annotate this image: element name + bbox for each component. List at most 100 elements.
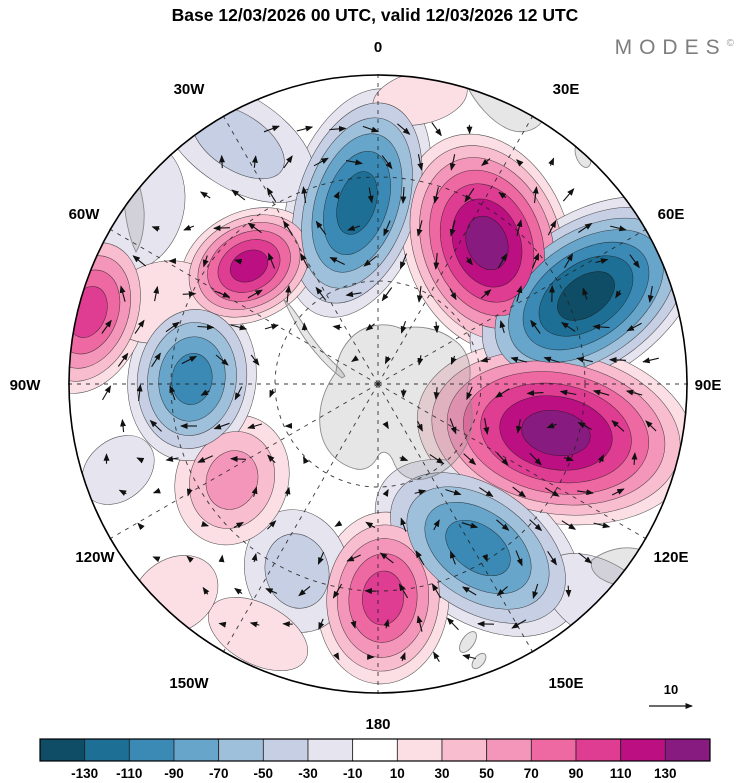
colorbar-tick-label: 10 [390,766,405,781]
wind-vector-arrow [202,586,210,595]
wind-vector-arrow [347,225,361,231]
wind-vector-arrow [449,418,457,435]
wind-vector-arrow [152,487,161,494]
wind-vector-arrow [629,254,640,269]
wind-vector-arrow [496,519,510,531]
meridian-line [377,115,534,385]
meridian-line [222,115,379,385]
wind-vector-arrow [611,488,625,496]
colorbar-tick-label: -130 [71,766,98,781]
wind-vector-arrow [151,226,160,232]
meridian-line [222,383,379,653]
wind-vector-arrow [532,186,539,203]
wind-vector-arrow [136,384,143,402]
wind-vector-arrow [213,422,230,430]
wind-vector-arrow [267,454,276,464]
wind-vector-arrow [483,418,490,435]
wind-vector-arrow [120,418,127,433]
wind-vector-arrow [548,157,555,166]
colorbar-cell [530,738,577,762]
colorbar-tick-label: 70 [524,766,539,781]
wind-vector-arrow [610,225,627,232]
wind-vector-arrow [382,421,389,430]
wind-vector-arrow [515,419,522,434]
wind-vector-arrow [251,155,258,168]
wind-vector-arrow [597,454,604,464]
wind-vector-arrow [595,258,609,265]
wind-vector-arrow [399,652,406,662]
colorbar-tick-label: -70 [209,766,229,781]
colorbar-cell [664,738,711,762]
colorbar-cell [128,738,175,762]
colorbar-cell [620,738,666,762]
anomaly-field-layer [69,75,687,685]
wind-vector-arrow [611,420,625,432]
wind-vector-arrow [329,257,345,265]
wind-vector-arrow [416,220,423,237]
wind-vector-arrow [149,419,162,432]
wind-vector-arrow [165,455,179,462]
wind-vector-arrow [559,389,577,396]
latitude-circle [274,280,482,488]
wind-vector-arrow [315,220,327,235]
wind-vector-arrow [626,322,642,332]
anomaly-contour-band [521,410,591,456]
wind-vector-arrow [562,188,575,202]
wind-vector-arrow [547,550,557,566]
wind-vector-arrow [362,125,380,133]
wind-vector-arrow [464,187,475,203]
wind-vector-arrow [247,423,263,430]
wind-vector-arrow [615,290,622,299]
wind-vector-arrow [218,554,225,563]
plot-title: Base 12/03/2026 00 UTC, valid 12/03/2026… [171,5,579,25]
wind-vector-arrow [151,352,161,368]
colorbar-cell [441,738,488,762]
wind-vector-arrow [397,123,411,135]
wind-vector-arrow [433,651,440,662]
wind-vector-arrow [543,356,560,363]
wind-vector-arrow [578,552,593,564]
modes-logo: MODES© [615,36,734,60]
wind-vector-layer [101,122,659,662]
wind-vector-arrow [398,583,409,599]
wind-vector-arrow [494,388,510,398]
reference-vector: 10 [649,682,693,709]
wind-vector-arrow [197,455,214,463]
wind-vector-arrow [283,220,293,236]
wind-vector-arrow [592,389,610,396]
wind-vector-arrow [532,583,539,600]
wind-vector-arrow [529,452,542,466]
wind-vector-arrow [250,354,260,366]
wind-vector-arrow [219,154,226,169]
meridian-line [377,383,647,540]
wind-vector-arrow [251,553,258,563]
lon-label-180: 180 [365,716,390,733]
wind-vector-arrow [213,225,231,232]
wind-vector-arrow [247,222,262,234]
wind-vector-arrow [118,489,127,496]
wind-vector-arrow [496,452,509,466]
wind-vector-arrow [400,186,407,204]
meridian-line [377,228,647,385]
colorbar-tick-label: -110 [116,766,142,781]
wind-vector-arrow [449,288,457,301]
wind-vector-arrow [199,191,211,199]
wind-vector-arrow [183,224,195,231]
wind-vector-arrow [498,191,507,199]
wind-vector-arrow [526,390,544,397]
wind-vector-arrow [379,552,394,564]
wind-vector-arrow [284,486,291,497]
wind-vector-arrow [546,422,557,429]
wind-vector-arrow [296,125,314,132]
new-zealand-coast [459,631,477,653]
wind-vector-arrow [269,388,276,398]
antarctic-peninsula [282,298,346,379]
colorbar-border [39,738,711,762]
wind-vector-arrow [466,386,473,401]
wind-vector-arrow [481,158,491,167]
wind-vector-arrow [400,517,407,532]
wind-vector-arrow [400,321,407,334]
wind-vector-arrow [136,457,145,464]
wind-vector-arrow [592,323,610,330]
wind-vector-arrow [645,420,657,432]
